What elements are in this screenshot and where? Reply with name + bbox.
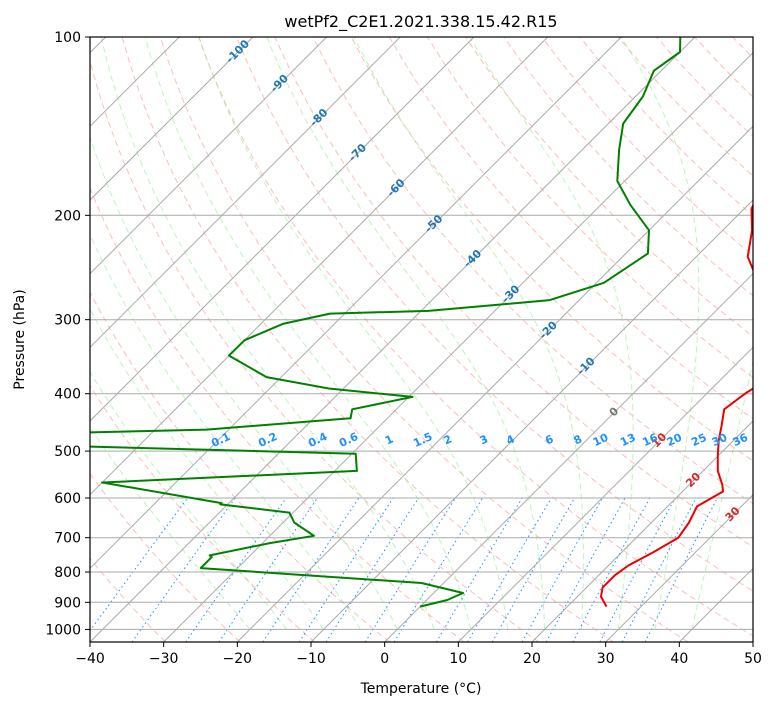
isotherm xyxy=(310,199,753,642)
mixing-ratio-line xyxy=(131,497,236,642)
y-tick-label: 200 xyxy=(54,208,81,224)
y-tick-label: 1000 xyxy=(45,622,81,638)
x-tick-label: −30 xyxy=(149,651,179,667)
moist-adiabat xyxy=(353,37,584,630)
isotherm xyxy=(531,420,753,642)
dry-adiabat xyxy=(121,37,614,642)
y-tick-label: 400 xyxy=(54,387,81,403)
mixing-ratio-line xyxy=(364,497,456,642)
moist-adiabat xyxy=(90,135,398,630)
isotherm xyxy=(90,37,328,275)
mixing-ratio-label: 16 xyxy=(640,431,660,449)
moist-adiabat xyxy=(691,358,753,630)
dry-adiabat xyxy=(159,37,689,642)
moist-adiabat xyxy=(144,37,472,630)
x-axis: −40 −30 −20 −10 0 10 20 30 40 50 xyxy=(75,642,762,667)
mixing-ratio-label: 20 xyxy=(665,431,685,449)
mixing-ratio-line xyxy=(491,497,575,642)
isotherm xyxy=(90,37,401,349)
x-tick-label: 30 xyxy=(597,651,615,667)
temperature-profile-line xyxy=(600,203,753,608)
y-axis-label: Pressure (hPa) xyxy=(12,289,28,389)
x-tick-label: −40 xyxy=(75,651,105,667)
mixing-ratio-line xyxy=(185,497,287,642)
isotherm xyxy=(90,37,622,570)
mixing-ratio-label: 10 xyxy=(591,431,611,449)
dewpoint-profile-line xyxy=(90,37,682,608)
y-tick-label: 500 xyxy=(54,444,81,460)
chart-title: wetPf2_C2E1.2021.338.15.42.R15 xyxy=(284,12,557,32)
isotherm xyxy=(90,37,475,422)
dry-adiabat xyxy=(350,37,753,462)
mixing-ratio-line xyxy=(90,497,189,632)
mixing-ratio-label: 30 xyxy=(710,431,730,449)
mixing-ratio-line xyxy=(262,497,360,642)
moist-adiabat xyxy=(90,370,288,630)
mixing-ratio-label: 13 xyxy=(618,431,637,449)
isotherm xyxy=(384,272,753,642)
moist-adiabat xyxy=(266,37,546,630)
dry-adiabat xyxy=(388,37,753,420)
dry-adiabat xyxy=(90,186,465,642)
moist-adiabat xyxy=(90,308,325,630)
x-tick-label: −10 xyxy=(296,651,326,667)
mixing-ratio-line xyxy=(644,497,718,642)
x-tick-label: −20 xyxy=(223,651,253,667)
isotherm xyxy=(90,37,254,201)
y-tick-label: 600 xyxy=(54,491,81,507)
moist-adiabat xyxy=(620,37,700,630)
dry-adiabat xyxy=(312,37,753,505)
y-tick-label: 700 xyxy=(54,531,81,547)
isotherm xyxy=(605,493,753,642)
x-tick-label: 0 xyxy=(380,651,389,667)
x-tick-label: 20 xyxy=(523,651,541,667)
profile-lines xyxy=(90,37,753,608)
y-axis: 100 200 300 400 500 600 700 800 900 1000 xyxy=(45,30,90,638)
y-tick-label: 300 xyxy=(54,313,81,329)
moist-adiabat xyxy=(198,37,509,630)
moist-adiabat xyxy=(469,37,634,630)
isotherm xyxy=(163,51,753,642)
mixing-ratio-line xyxy=(298,497,394,642)
dry-adiabat xyxy=(90,291,390,642)
dry-adiabat xyxy=(236,37,753,592)
moist-adiabat xyxy=(90,426,251,630)
y-tick-label: 900 xyxy=(54,595,81,611)
mixing-ratio-line xyxy=(393,497,483,642)
isotherm xyxy=(457,346,753,642)
x-tick-label: 50 xyxy=(744,651,762,667)
isotherm xyxy=(236,125,753,642)
moist-adiabat xyxy=(100,37,435,630)
pressure-gridlines xyxy=(90,37,753,630)
dry-adiabat xyxy=(426,37,753,378)
y-tick-label: 100 xyxy=(54,30,81,46)
isotherm xyxy=(90,37,696,642)
x-tick-label: 10 xyxy=(449,651,467,667)
mixing-ratio-line xyxy=(467,497,552,642)
dry-adiabat xyxy=(90,59,540,642)
dry-adiabat xyxy=(274,37,753,548)
dry-adiabat xyxy=(90,472,241,642)
mixing-ratio-line xyxy=(325,497,419,642)
mixing-ratio-label: 25 xyxy=(689,431,708,449)
x-axis-label: Temperature (°C) xyxy=(360,681,482,697)
dry-adiabat xyxy=(90,384,316,642)
mixing-ratio-label: 36 xyxy=(731,431,751,449)
plot-frame xyxy=(89,36,754,643)
dry-adiabat xyxy=(465,37,753,338)
y-tick-label: 800 xyxy=(54,565,81,581)
dry-adiabat xyxy=(503,37,753,297)
mixing-ratio-line xyxy=(218,497,318,642)
x-tick-label: 40 xyxy=(670,651,688,667)
